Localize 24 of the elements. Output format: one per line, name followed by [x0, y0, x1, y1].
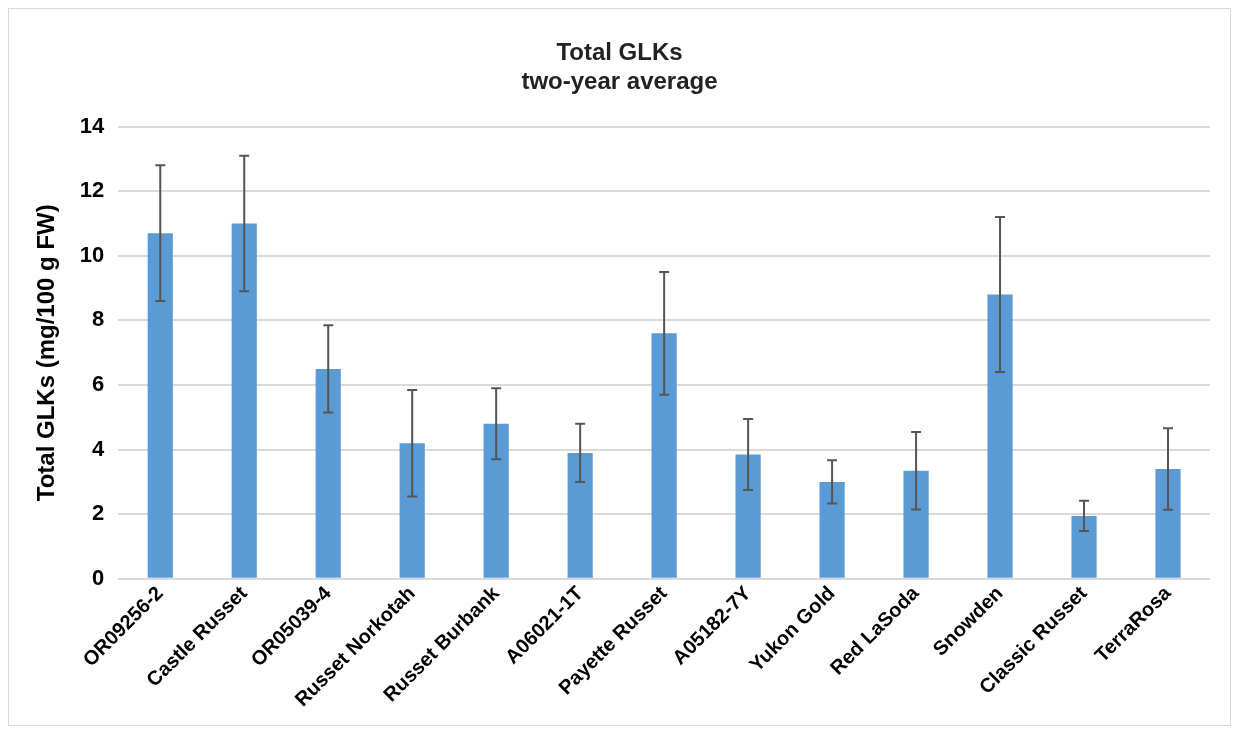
bar — [567, 452, 593, 578]
bar — [1071, 515, 1097, 578]
y-tick-label: 10 — [79, 241, 105, 267]
y-tick-label: 2 — [92, 500, 105, 526]
text: Total GLKs — [556, 38, 683, 66]
text: two-year average — [521, 66, 718, 94]
y-tick-label: 4 — [92, 435, 106, 461]
y-axis-title: Total GLKs (mg/100 g FW) — [32, 204, 60, 502]
bar — [903, 470, 929, 578]
y-tick-label: 0 — [92, 564, 105, 590]
y-tick-label: 14 — [79, 112, 106, 138]
bar — [147, 233, 173, 578]
y-tick-label: 6 — [92, 371, 105, 397]
bar — [819, 481, 845, 578]
bar — [1155, 469, 1181, 578]
y-tick-label: 12 — [79, 177, 105, 203]
bar — [231, 223, 257, 578]
bar — [651, 333, 677, 578]
bar — [483, 423, 509, 578]
bar — [987, 294, 1013, 578]
bar — [735, 454, 761, 578]
bar — [315, 368, 341, 578]
bar — [399, 443, 425, 578]
y-tick-label: 8 — [92, 306, 105, 332]
